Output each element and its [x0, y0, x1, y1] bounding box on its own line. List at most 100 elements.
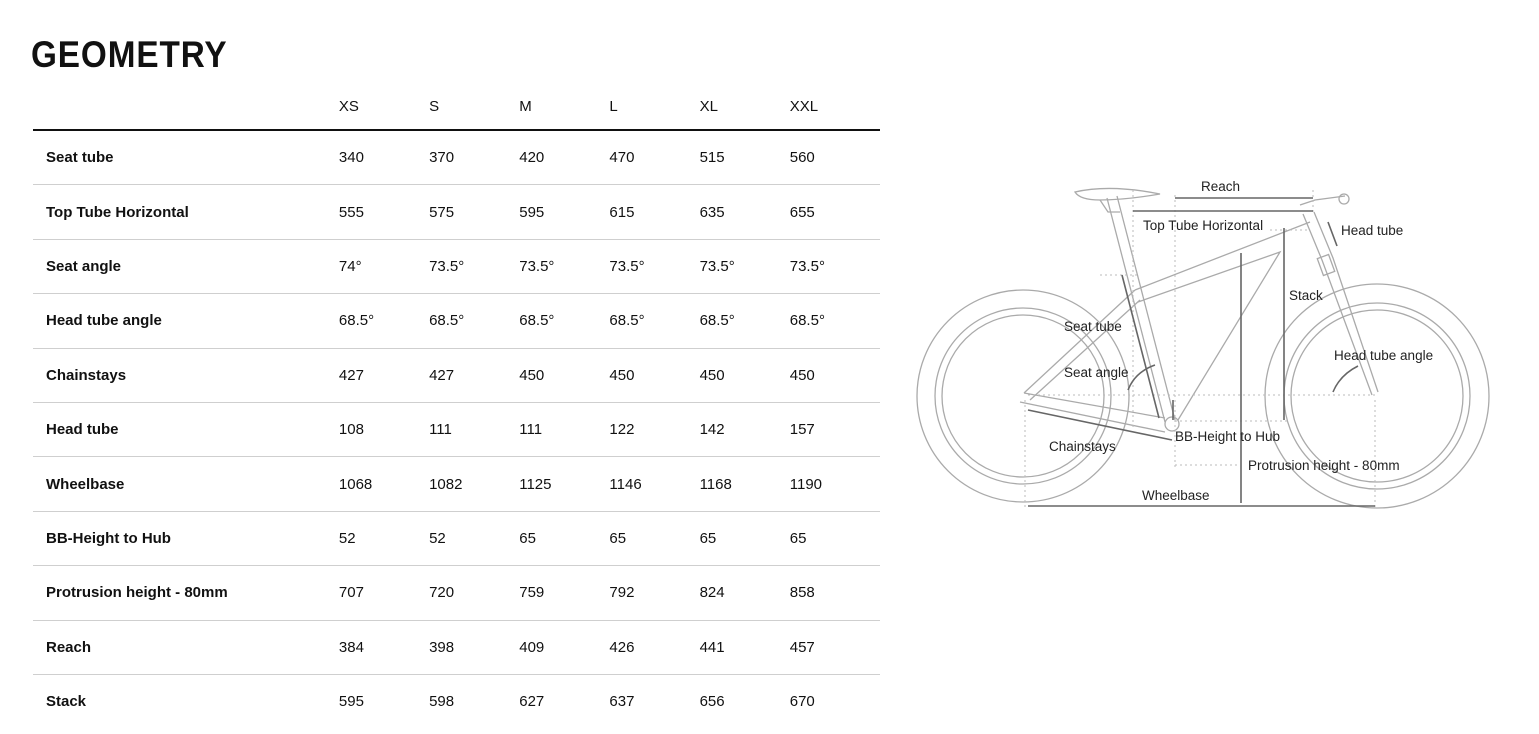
cell-value: 450	[699, 348, 790, 403]
cell-value: 111	[519, 402, 610, 458]
table-row: Stack 595 598 627 637 656 670	[33, 674, 880, 728]
cell-value: 457	[789, 620, 880, 675]
cell-value: 65	[609, 511, 700, 567]
cell-value: 68.5°	[429, 293, 520, 349]
table-row: Chainstays 427 427 450 450 450 450	[33, 348, 880, 403]
cell-value: 655	[789, 184, 880, 240]
cell-value: 637	[609, 693, 635, 711]
table-row: BB-Height to Hub 52 52 65 65 65 65	[33, 511, 880, 567]
cell-value: 759	[519, 565, 610, 621]
cell-value: 598	[429, 693, 455, 711]
cell-value: 792	[609, 565, 700, 621]
cell-value: 111	[429, 402, 520, 458]
cell-value: 560	[789, 130, 880, 186]
table-row: Protrusion height - 80mm 707 720 759 792 824 8…	[33, 565, 880, 621]
cell-value: 635	[699, 184, 790, 240]
cell-value: 73.5°	[699, 239, 790, 295]
table-row: Head tube angle 68.5° 68.5° 68.5° 68.5° 68.5°…	[33, 293, 880, 349]
row-label: Wheelbase	[33, 456, 339, 512]
cell-value: 720	[429, 565, 520, 621]
size-header: L	[609, 84, 700, 131]
cell-value: 73.5°	[609, 239, 700, 295]
table-row: Top Tube Horizontal 555 575 595 615 635 655	[33, 184, 880, 240]
cell-value: 398	[429, 620, 520, 675]
cell-value: 142	[699, 402, 790, 458]
cell-value: 1125	[519, 456, 610, 512]
cell-value: 450	[789, 348, 880, 403]
table-row: Wheelbase 1068 1082 1125 1146 1168 1190	[33, 456, 880, 512]
row-label: Seat tube	[33, 130, 339, 186]
cell-value: 65	[519, 511, 610, 567]
cell-value: 68.5°	[609, 293, 700, 349]
cell-value: 824	[699, 565, 790, 621]
table-row: Seat angle 74° 73.5° 73.5° 73.5° 73.5° 73.5°	[33, 239, 880, 295]
cell-value: 515	[699, 130, 790, 186]
cell-value: 52	[338, 511, 430, 567]
cell-value: 426	[609, 620, 700, 675]
label-seat-tube: Seat tube	[1064, 319, 1122, 334]
cell-value: 52	[429, 511, 520, 567]
cell-value: 68.5°	[789, 293, 880, 349]
cell-value: 108	[338, 402, 430, 458]
label-protrusion: Protrusion height - 80mm	[1248, 458, 1400, 473]
cell-value: 370	[429, 130, 520, 186]
row-label: Seat angle	[33, 239, 339, 295]
cell-value: 1068	[338, 456, 430, 512]
label-reach: Reach	[1201, 179, 1240, 194]
size-header: XS	[338, 84, 430, 131]
table-row: Seat tube 340 370 420 470 515 560	[33, 130, 880, 186]
cell-value: 122	[609, 402, 700, 458]
table-header-row: XS S M L XL XXL	[33, 84, 880, 131]
label-head-tube-angle: Head tube angle	[1334, 348, 1433, 363]
cell-value: 420	[519, 130, 610, 186]
table-row: Reach 384 398 409 426 441 457	[33, 620, 880, 675]
cell-value: 1082	[429, 456, 520, 512]
header-empty	[33, 84, 339, 131]
cell-value: 627	[519, 693, 545, 711]
cell-value: 441	[699, 620, 790, 675]
geometry-table: XS S M L XL XXL Seat tube 340 370 420 470 515…	[33, 84, 880, 728]
cell-value: 470	[609, 130, 700, 186]
cell-value: 656	[699, 693, 725, 711]
row-label: Head tube angle	[33, 293, 339, 349]
cell-value: 450	[609, 348, 700, 403]
row-label: Chainstays	[33, 348, 339, 403]
cell-value: 427	[429, 348, 520, 403]
cell-value: 73.5°	[789, 239, 880, 295]
label-seat-angle: Seat angle	[1064, 365, 1129, 380]
cell-value: 68.5°	[519, 293, 610, 349]
cell-value: 73.5°	[519, 239, 610, 295]
cell-value: 74°	[338, 239, 430, 295]
row-label: Stack	[46, 693, 87, 711]
cell-value: 595	[519, 184, 610, 240]
bike-drawing	[916, 187, 1490, 509]
cell-value: 65	[789, 511, 880, 567]
label-wheelbase: Wheelbase	[1142, 488, 1210, 503]
cell-value: 555	[338, 184, 430, 240]
cell-value: 73.5°	[429, 239, 520, 295]
cell-value: 427	[338, 348, 430, 403]
cell-value: 595	[338, 693, 364, 711]
cell-value: 384	[338, 620, 430, 675]
label-top-tube: Top Tube Horizontal	[1143, 218, 1263, 233]
guide-lines	[1024, 190, 1376, 510]
cell-value: 68.5°	[338, 293, 430, 349]
label-head-tube: Head tube	[1341, 223, 1403, 238]
row-label: Top Tube Horizontal	[33, 184, 339, 240]
cell-value: 858	[789, 565, 880, 621]
cell-value: 615	[609, 184, 700, 240]
cell-value: 68.5°	[699, 293, 790, 349]
cell-value: 1190	[789, 456, 880, 512]
cell-value: 65	[699, 511, 790, 567]
dimension-arrows	[1027, 197, 1375, 507]
cell-value: 670	[789, 693, 815, 711]
cell-value: 1146	[609, 456, 700, 512]
cell-value: 409	[519, 620, 610, 675]
label-chainstays: Chainstays	[1049, 439, 1116, 454]
row-label: Head tube	[33, 402, 339, 458]
cell-value: 157	[789, 402, 880, 458]
cell-value: 450	[519, 348, 610, 403]
row-label: Protrusion height - 80mm	[33, 565, 339, 621]
size-header: XL	[699, 84, 790, 131]
